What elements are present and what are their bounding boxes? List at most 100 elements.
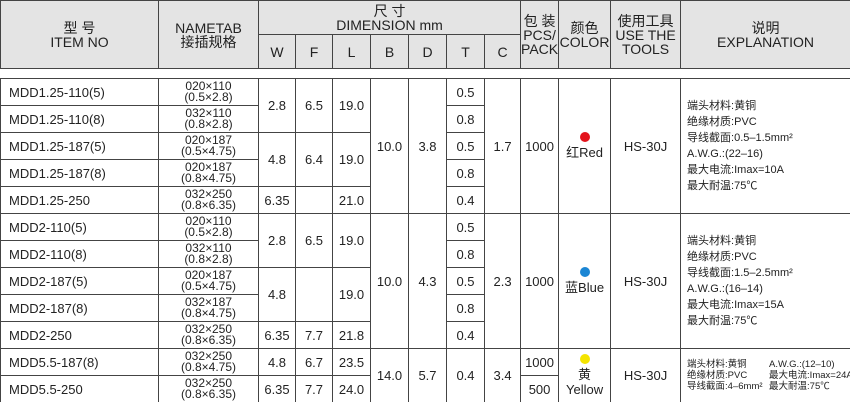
- cell: MDD1.25-250: [0, 186, 159, 214]
- cell: 6.35: [258, 375, 296, 402]
- cell: 0.5: [446, 213, 485, 241]
- color-label: 红Red: [566, 145, 603, 160]
- header-cell: W: [258, 34, 296, 69]
- header-cell: 颜色 COLOR: [558, 0, 612, 69]
- explanation-line: 最大电流:Imax=24A: [769, 370, 850, 381]
- cell: 7.7: [295, 375, 333, 402]
- cell: 500: [520, 375, 560, 402]
- explanation-line: 端头材料:黄铜: [687, 235, 757, 247]
- nametab-line: 020×187: [184, 133, 233, 147]
- cell: HS-30J: [610, 213, 682, 349]
- header-cell: B: [370, 34, 409, 69]
- color-label: 黄 Yellow: [565, 367, 604, 397]
- explanation-line: 最大电流:Imax=10A: [687, 164, 784, 176]
- text: PCS/: [523, 26, 556, 43]
- explanation-line: 最大耐温:75℃: [769, 381, 830, 392]
- explanation-line: 最大电流:Imax=15A: [687, 299, 784, 311]
- text: NAMETAB: [175, 19, 242, 36]
- row: MDD5.5-187(8) 032×250 (0.8×4.75) 4.8 6.7 23.5…: [0, 348, 850, 402]
- cell: MDD1.25-110(5): [0, 78, 159, 106]
- explanation-line: 导线截面:0.5–1.5mm²: [687, 132, 793, 144]
- header-cell: NAMETAB 接插规格: [158, 0, 259, 69]
- cell: 032×110 (0.8×2.8): [158, 105, 259, 133]
- explanation-line: 绝缘材质:PVC: [687, 116, 757, 128]
- header: 型 号 ITEM NO NAMETAB 接插规格 尺 寸 DIMENSION mm 包…: [0, 0, 850, 69]
- gap-cell: [0, 68, 850, 79]
- cell: 1000: [520, 213, 560, 349]
- explanation-line: 最大耐温:75℃: [687, 180, 758, 192]
- explanation: 端头材料:黄铜 绝缘材质:PVC 导线截面:0.5–1.5mm² A.W.G.:(22…: [687, 98, 850, 194]
- cell: MDD2-110(8): [0, 240, 159, 268]
- cell: 032×250 (0.8×6.35): [158, 375, 259, 402]
- cell: [295, 186, 333, 214]
- nametab-line: 020×110: [185, 214, 232, 228]
- cell: 0.8: [446, 240, 485, 268]
- cell: MDD2-187(8): [0, 294, 159, 322]
- row: MDD1.25-110(5) 020×110 (0.5×2.8) 2.8 6.5 19.0…: [0, 78, 850, 214]
- explanation-line: A.W.G.:(16–14): [687, 283, 763, 295]
- header-cell: C: [483, 34, 522, 69]
- header-row: 型 号 ITEM NO NAMETAB 接插规格 尺 寸 DIMENSION mm 包…: [0, 0, 850, 69]
- nametab-line: 032×250: [184, 376, 233, 390]
- cell: 6.35: [258, 321, 296, 349]
- nametab-line: (0.8×6.35): [180, 333, 237, 347]
- explanation-line: 端头材料:黄铜: [687, 359, 747, 370]
- row: MDD5.5-250 032×250 (0.8×6.35) 6.35 7.7 24.0 50…: [0, 375, 850, 402]
- row: MDD2-250 032×250 (0.8×6.35) 6.35 7.7 21.8 0.4: [0, 321, 850, 349]
- nametab-line: (0.8×2.8): [184, 117, 233, 131]
- row: MDD1.25-187(8) 020×187 (0.8×4.75) 0.8: [0, 159, 850, 187]
- cell: 23.5: [332, 348, 371, 376]
- cell: 19.0: [332, 267, 371, 322]
- nametab-line: (0.5×2.8): [184, 225, 233, 239]
- nametab-line: 032×110: [185, 106, 232, 120]
- cell: MDD2-250: [0, 321, 159, 349]
- cell: 2.3: [483, 213, 522, 349]
- nametab-line: 032×250: [184, 349, 233, 363]
- nametab-line: (0.8×4.75): [180, 306, 237, 320]
- cell: 端头材料:黄铜 绝缘材质:PVC 导线截面:0.5–1.5mm² A.W.G.:(22…: [680, 78, 850, 214]
- nametab-line: 020×110: [185, 79, 232, 93]
- cell: 6.7: [295, 348, 333, 376]
- cell: 1000: [520, 78, 560, 214]
- cell: 7.7: [295, 321, 333, 349]
- header-cell: D: [408, 34, 447, 69]
- row: MDD1.25-250 032×250 (0.8×6.35) 6.35 21.0 0.4: [0, 186, 850, 214]
- header-cell: 尺 寸 DIMENSION mm: [257, 0, 522, 35]
- row: MDD2-110(5) 020×110 (0.5×2.8) 2.8 6.5 19.0 10.…: [0, 213, 850, 349]
- text: 说明: [751, 19, 780, 36]
- cell: MDD5.5-187(8): [0, 348, 159, 376]
- cell: 红Red: [558, 78, 612, 214]
- nametab-line: 020×187: [184, 160, 233, 174]
- cell: 0.5: [446, 78, 485, 106]
- cell: MDD1.25-187(8): [0, 159, 159, 187]
- cell: MDD2-187(5): [0, 267, 159, 295]
- cell: 10.0: [370, 78, 409, 214]
- cell: 4.8: [258, 267, 296, 322]
- nametab-line: (0.5×4.75): [180, 279, 237, 293]
- explanation: 端头材料:黄铜 绝缘材质:PVC 导线截面:1.5–2.5mm² A.W.G.:(16…: [687, 233, 850, 329]
- cell: HS-30J: [610, 348, 682, 402]
- cell: 0.5: [446, 267, 485, 295]
- cell: 蓝Blue: [558, 213, 612, 349]
- text: 接插规格: [180, 33, 237, 50]
- cell: 4.3: [408, 213, 447, 349]
- cell: 4.8: [258, 132, 296, 187]
- explanation-line: A.W.G.:(12–10): [769, 359, 835, 370]
- body: MDD1.25-110(5) 020×110 (0.5×2.8) 2.8 6.5 19.0…: [0, 68, 850, 402]
- cell: 020×187 (0.8×4.75): [158, 159, 259, 187]
- nametab-line: (0.5×2.8): [184, 90, 233, 104]
- text: DIMENSION mm: [336, 16, 443, 33]
- cell: 0.4: [446, 321, 485, 349]
- explanation-line: A.W.G.:(22–16): [687, 148, 763, 160]
- cell: 032×250 (0.8×6.35): [158, 186, 259, 214]
- nametab-line: (0.8×4.75): [180, 360, 237, 374]
- header-cell: 型 号 ITEM NO: [0, 0, 159, 69]
- cell: [295, 267, 333, 322]
- cell: MDD5.5-250: [0, 375, 159, 402]
- explanation-line: 最大耐温:75℃: [687, 315, 758, 327]
- header-cell: 使用工具 USE THE TOOLS: [610, 0, 682, 69]
- row: MDD2-110(8) 032×110 (0.8×2.8) 0.8: [0, 240, 850, 268]
